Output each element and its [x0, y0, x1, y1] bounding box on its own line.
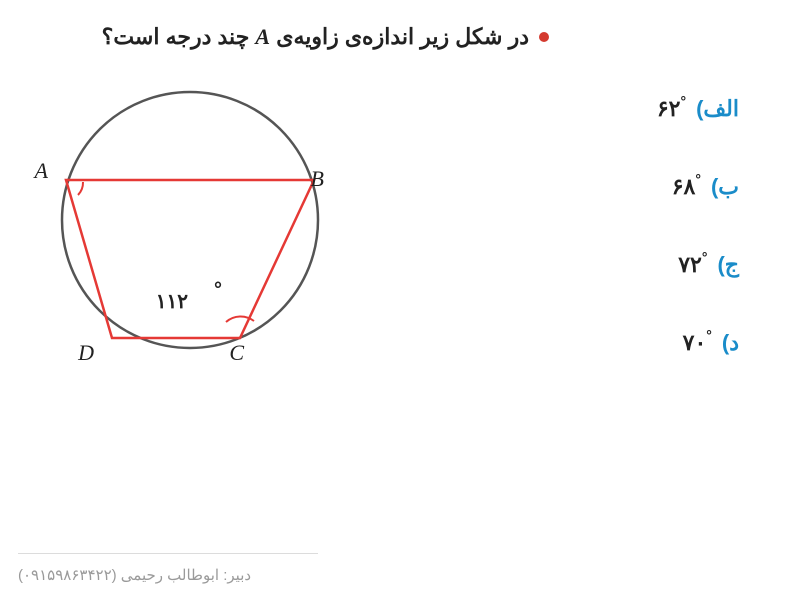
- option-number: ۶۸: [672, 174, 696, 199]
- question-row: در شکل زیر اندازه‌ی زاویه‌ی A چند درجه ا…: [102, 24, 549, 50]
- question-var: A: [255, 24, 270, 49]
- question-suffix: چند درجه است؟: [102, 24, 250, 49]
- option-label: الف): [696, 96, 739, 122]
- angle-c-value: ۱۱۲: [156, 291, 188, 313]
- option-number: ۶۲: [657, 96, 681, 121]
- option-b[interactable]: ب) ۶۸°: [657, 174, 739, 200]
- bullet-icon: [539, 32, 549, 42]
- option-value: ۶۸°: [672, 174, 703, 200]
- degree-symbol: °: [680, 93, 686, 109]
- options-list: الف) ۶۲° ب) ۶۸° ج) ۷۲° د) ۷۰°: [657, 96, 739, 356]
- vertex-label-b: B: [311, 166, 324, 191]
- angle-a-arc: [78, 182, 83, 195]
- footer-divider: [18, 553, 318, 554]
- option-d[interactable]: د) ۷۰°: [657, 330, 739, 356]
- option-number: ۷۲: [678, 252, 702, 277]
- question-prefix: در شکل زیر اندازه‌ی زاویه‌ی: [270, 24, 529, 49]
- option-value: ۷۰°: [683, 330, 714, 356]
- option-label: ج): [717, 252, 739, 278]
- degree-symbol: °: [706, 327, 712, 343]
- geometry-diagram: A B C D ۱۱۲ °: [20, 60, 360, 380]
- vertex-label-a: A: [33, 158, 49, 183]
- footer-text: دبیر: ابوطالب رحیمی (۰۹۱۵۹۸۶۳۴۲۲): [18, 566, 251, 584]
- circle: [62, 92, 318, 348]
- question-text: در شکل زیر اندازه‌ی زاویه‌ی A چند درجه ا…: [102, 24, 529, 50]
- degree-symbol: °: [695, 171, 701, 187]
- option-value: ۶۲°: [657, 96, 688, 122]
- option-c[interactable]: ج) ۷۲°: [657, 252, 739, 278]
- option-number: ۷۰: [683, 330, 707, 355]
- vertex-label-c: C: [229, 340, 244, 365]
- vertex-label-d: D: [77, 340, 94, 365]
- option-label: ب): [711, 174, 739, 200]
- option-value: ۷۲°: [678, 252, 709, 278]
- option-a[interactable]: الف) ۶۲°: [657, 96, 739, 122]
- degree-symbol: °: [702, 249, 708, 265]
- option-label: د): [722, 330, 739, 356]
- angle-c-deg: °: [214, 279, 222, 301]
